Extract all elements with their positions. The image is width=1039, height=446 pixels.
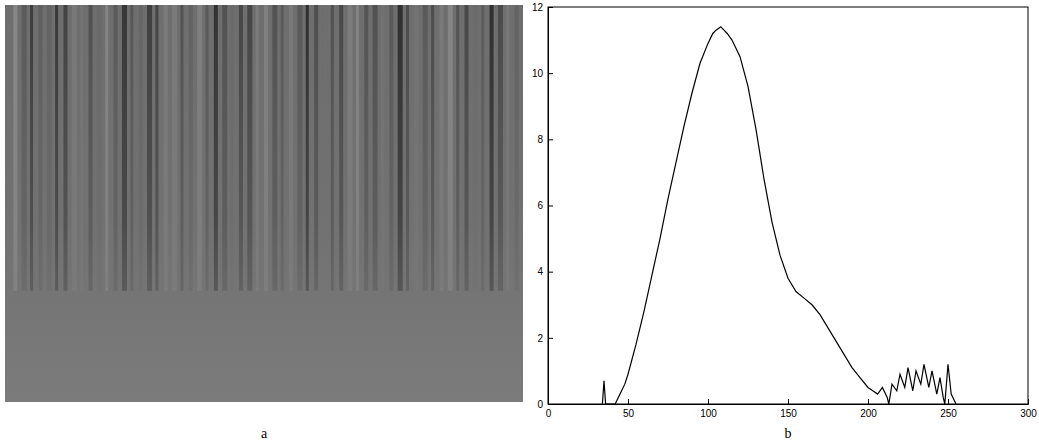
- plot-area: [602, 27, 956, 404]
- y-tick-label: 8: [537, 134, 543, 145]
- y-tick-label: 10: [532, 68, 544, 79]
- x-tick-label: 150: [780, 408, 797, 419]
- y-tick: 12: [532, 2, 553, 13]
- image-shade: [5, 5, 523, 402]
- y-tick: 0: [537, 399, 553, 410]
- y-tick-label: 6: [537, 200, 543, 211]
- x-tick-label: 200: [860, 408, 877, 419]
- x-tick-label: 0: [546, 408, 552, 419]
- y-tick-mark: [548, 7, 553, 8]
- y-tick-label: 2: [537, 333, 543, 344]
- figure: a 0 50 100 150 200 250 300 0 2 4 6 8 10 12 b: [0, 0, 1039, 446]
- panel-caption: a: [261, 426, 268, 441]
- panel-caption: b: [785, 426, 792, 441]
- y-tick: 10: [532, 68, 553, 79]
- y-tick: 6: [537, 200, 553, 211]
- y-tick-mark: [548, 272, 553, 273]
- x-tick-mark: [948, 399, 949, 404]
- x-tick: 150: [780, 399, 797, 419]
- y-axis-line: [549, 8, 554, 405]
- plot-frame: [548, 7, 1028, 404]
- y-tick-mark: [548, 338, 553, 339]
- y-tick-mark: [548, 206, 553, 207]
- y-tick-mark: [548, 404, 553, 405]
- x-axis: 0 50 100 150 200 250 300: [546, 399, 1038, 419]
- image-background: [5, 5, 523, 402]
- x-tick: 100: [700, 399, 717, 419]
- x-tick-mark: [868, 399, 869, 404]
- image-panel: [5, 5, 523, 402]
- y-tick-label: 12: [532, 2, 544, 13]
- y-tick-label: 0: [537, 399, 543, 410]
- x-tick-label: 100: [700, 408, 717, 419]
- y-axis: 0 2 4 6 8 10 12: [532, 2, 553, 410]
- y-tick: 8: [537, 134, 553, 145]
- y-tick-mark: [548, 139, 553, 140]
- x-tick-label: 50: [623, 408, 635, 419]
- y-tick-mark: [548, 73, 553, 74]
- x-tick: 300: [1020, 399, 1037, 419]
- y-tick-label: 4: [537, 266, 543, 277]
- data-line: [602, 27, 956, 404]
- x-tick-mark: [708, 399, 709, 404]
- y-tick: 2: [537, 333, 553, 344]
- x-tick: 50: [623, 399, 635, 419]
- x-tick-mark: [628, 399, 629, 404]
- x-tick-mark: [1028, 399, 1029, 404]
- x-tick-label: 300: [1020, 408, 1037, 419]
- y-tick: 4: [537, 266, 553, 277]
- x-tick: 200: [860, 399, 877, 419]
- x-tick-mark: [788, 399, 789, 404]
- x-tick-label: 250: [940, 408, 957, 419]
